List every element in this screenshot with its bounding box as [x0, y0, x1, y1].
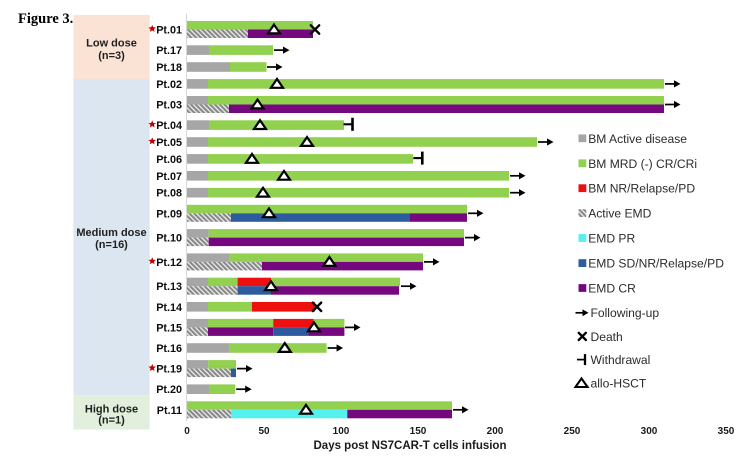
svg-text:Pt.09: Pt.09: [156, 208, 182, 220]
svg-text:Pt.12: Pt.12: [156, 257, 182, 269]
svg-text:BM NR/Relapse/PD: BM NR/Relapse/PD: [588, 182, 695, 196]
svg-text:EMD SD/NR/Relapse/PD: EMD SD/NR/Relapse/PD: [588, 257, 724, 271]
svg-text:Figure 3.: Figure 3.: [18, 11, 73, 27]
svg-text:allo-HSCT: allo-HSCT: [591, 377, 647, 391]
svg-text:Pt.20: Pt.20: [156, 384, 182, 396]
svg-text:Active EMD: Active EMD: [588, 207, 651, 221]
svg-text:BM MRD (-) CR/CRi: BM MRD (-) CR/CRi: [588, 157, 697, 171]
svg-text:Pt.18: Pt.18: [156, 62, 182, 74]
svg-text:Medium dose: Medium dose: [76, 227, 146, 239]
svg-text:Pt.01: Pt.01: [156, 25, 182, 37]
svg-text:200: 200: [487, 426, 504, 437]
svg-text:Pt.03: Pt.03: [156, 100, 182, 112]
svg-text:150: 150: [410, 426, 427, 437]
svg-text:0: 0: [184, 426, 190, 437]
svg-text:Following-up: Following-up: [591, 306, 660, 320]
svg-text:BM Active disease: BM Active disease: [588, 132, 687, 146]
svg-text:Pt.13: Pt.13: [156, 281, 182, 293]
svg-text:High dose: High dose: [85, 404, 138, 416]
svg-text:Low dose: Low dose: [86, 38, 137, 50]
svg-text:Death: Death: [591, 330, 623, 344]
svg-text:Pt.10: Pt.10: [156, 233, 182, 245]
svg-text:Pt.06: Pt.06: [156, 154, 182, 166]
svg-text:300: 300: [641, 426, 658, 437]
svg-text:Withdrawal: Withdrawal: [591, 353, 651, 367]
svg-text:250: 250: [564, 426, 581, 437]
svg-text:Pt.08: Pt.08: [156, 188, 182, 200]
svg-text:(n=3): (n=3): [98, 50, 125, 62]
svg-text:Pt.11: Pt.11: [157, 405, 182, 417]
svg-text:Pt.17: Pt.17: [156, 45, 182, 57]
svg-text:Pt.02: Pt.02: [156, 79, 182, 91]
svg-text:EMD CR: EMD CR: [588, 282, 636, 296]
svg-text:350: 350: [718, 426, 735, 437]
svg-text:Pt.15: Pt.15: [156, 322, 182, 334]
svg-text:50: 50: [258, 426, 270, 437]
svg-text:Pt.07: Pt.07: [156, 171, 182, 183]
svg-text:Pt.19: Pt.19: [156, 364, 182, 376]
svg-text:Pt.05: Pt.05: [156, 137, 182, 149]
svg-text:Days post NS7CAR-T cells infus: Days post NS7CAR-T cells infusion: [314, 440, 507, 452]
svg-text:(n=16): (n=16): [95, 239, 128, 251]
svg-text:Pt.04: Pt.04: [156, 120, 182, 132]
svg-text:Pt.16: Pt.16: [156, 343, 182, 355]
svg-text:(n=1): (n=1): [98, 415, 125, 427]
svg-text:EMD PR: EMD PR: [588, 232, 635, 246]
svg-text:Pt.14: Pt.14: [156, 302, 182, 314]
svg-text:100: 100: [333, 426, 350, 437]
